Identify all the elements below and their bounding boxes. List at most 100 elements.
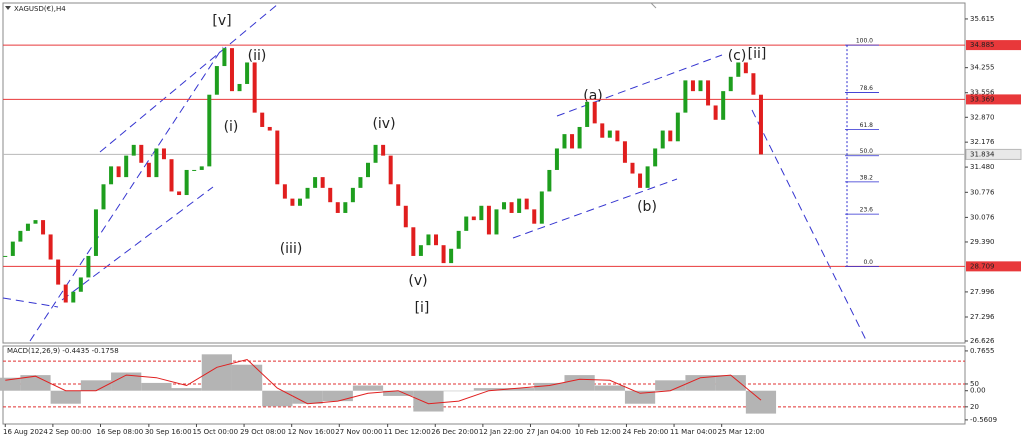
macd-label: MACD(12,26,9) -0.4435 -0.1758 [7,347,119,355]
price-panel [2,2,966,344]
x-tick-label: 12 Jan 22:00 [479,428,523,436]
macd-bar [141,382,172,391]
candle [713,105,718,120]
wave-labels: [v] (ii) (i) (iii) (iv) (v) [i] (a) (b) … [212,13,766,316]
candle [335,202,340,213]
candle [449,248,454,264]
candle [33,220,38,224]
trend-line [2,297,59,308]
trend-line [512,178,678,239]
candle [41,220,46,235]
candle [706,80,711,106]
candle [101,184,106,210]
wave-label: [i] [415,300,430,316]
candle [653,148,658,167]
candle [3,255,8,257]
macd-bar [292,390,323,404]
candle [728,76,733,92]
macd-bar [624,390,656,404]
candle [199,166,204,170]
candle [547,169,552,192]
candle [562,134,567,149]
candle [403,205,408,228]
candle [532,209,537,224]
macd-bar [655,380,686,391]
candle [146,162,151,178]
trend-line [751,109,867,341]
candle [222,48,227,67]
candle [388,155,393,185]
candle [675,112,680,142]
candle [524,198,529,210]
price-level-label: 33.369 [970,95,995,103]
macd-bar [383,390,414,396]
macd-bar [322,390,353,402]
x-tick-label: 29 Oct 08:00 [240,428,286,436]
candle [645,166,650,188]
candle [539,191,544,224]
candle [237,83,242,92]
candle [668,130,673,142]
candle [751,73,756,95]
x-tick-label: 2 Sep 00:00 [49,428,91,436]
macd-bar [201,354,232,391]
candle [698,80,703,92]
candle [18,230,23,242]
price-level-tag [966,40,1021,51]
macd-bar [0,377,21,391]
candle [10,241,15,256]
candle [456,230,461,249]
candle [25,223,30,231]
wave-label: (iv) [372,116,395,132]
candle [78,277,83,292]
title-icon [5,6,11,10]
macd-bar [111,372,142,391]
candle [736,62,741,77]
candle [169,159,174,192]
candle [743,62,748,74]
y-tick-label: 26.626 [970,337,995,345]
wave-label: (b) [637,199,657,215]
candle [86,255,91,278]
macd-y-tick-label: 0.7655 [970,347,995,355]
candle [154,148,159,178]
candle [282,184,287,199]
candle [690,80,695,92]
candle [305,187,310,199]
macd-bar [352,385,384,391]
candle [252,62,257,113]
candle [517,198,522,213]
price-level-tag [966,261,1021,272]
y-tick-label: 27.996 [970,288,995,296]
candle [192,169,197,171]
macd-bar [473,388,505,391]
fib-level-label: 61.8 [860,122,874,129]
scroll-marker [650,2,657,9]
x-tick-label: 25 Mar 12:00 [718,428,765,436]
macd-bar [262,390,293,407]
candle [161,148,166,160]
candle [207,94,212,167]
macd-bar [745,390,777,414]
price-level-tag [966,94,1021,105]
wave-label: (iii) [280,241,303,257]
x-tick-label: 26 Dec 20:00 [431,428,478,436]
y-tick-label: 34.255 [970,64,995,72]
macd-y-tick-label: 50 [970,380,979,388]
trend-line [29,46,224,342]
candle [358,177,363,188]
y-tick-label: 30.076 [970,213,995,221]
candle [622,141,627,163]
wave-label: (a) [583,88,603,104]
y-tick-label: 29.390 [970,238,995,246]
x-tick-label: 16 Sep 08:00 [96,428,143,436]
candle [585,101,590,127]
candle [366,162,371,178]
candle [245,62,250,84]
candle [328,187,333,203]
candle [570,134,575,149]
candle [313,177,318,188]
macd-bar [534,382,565,391]
macd-bar [231,364,263,391]
